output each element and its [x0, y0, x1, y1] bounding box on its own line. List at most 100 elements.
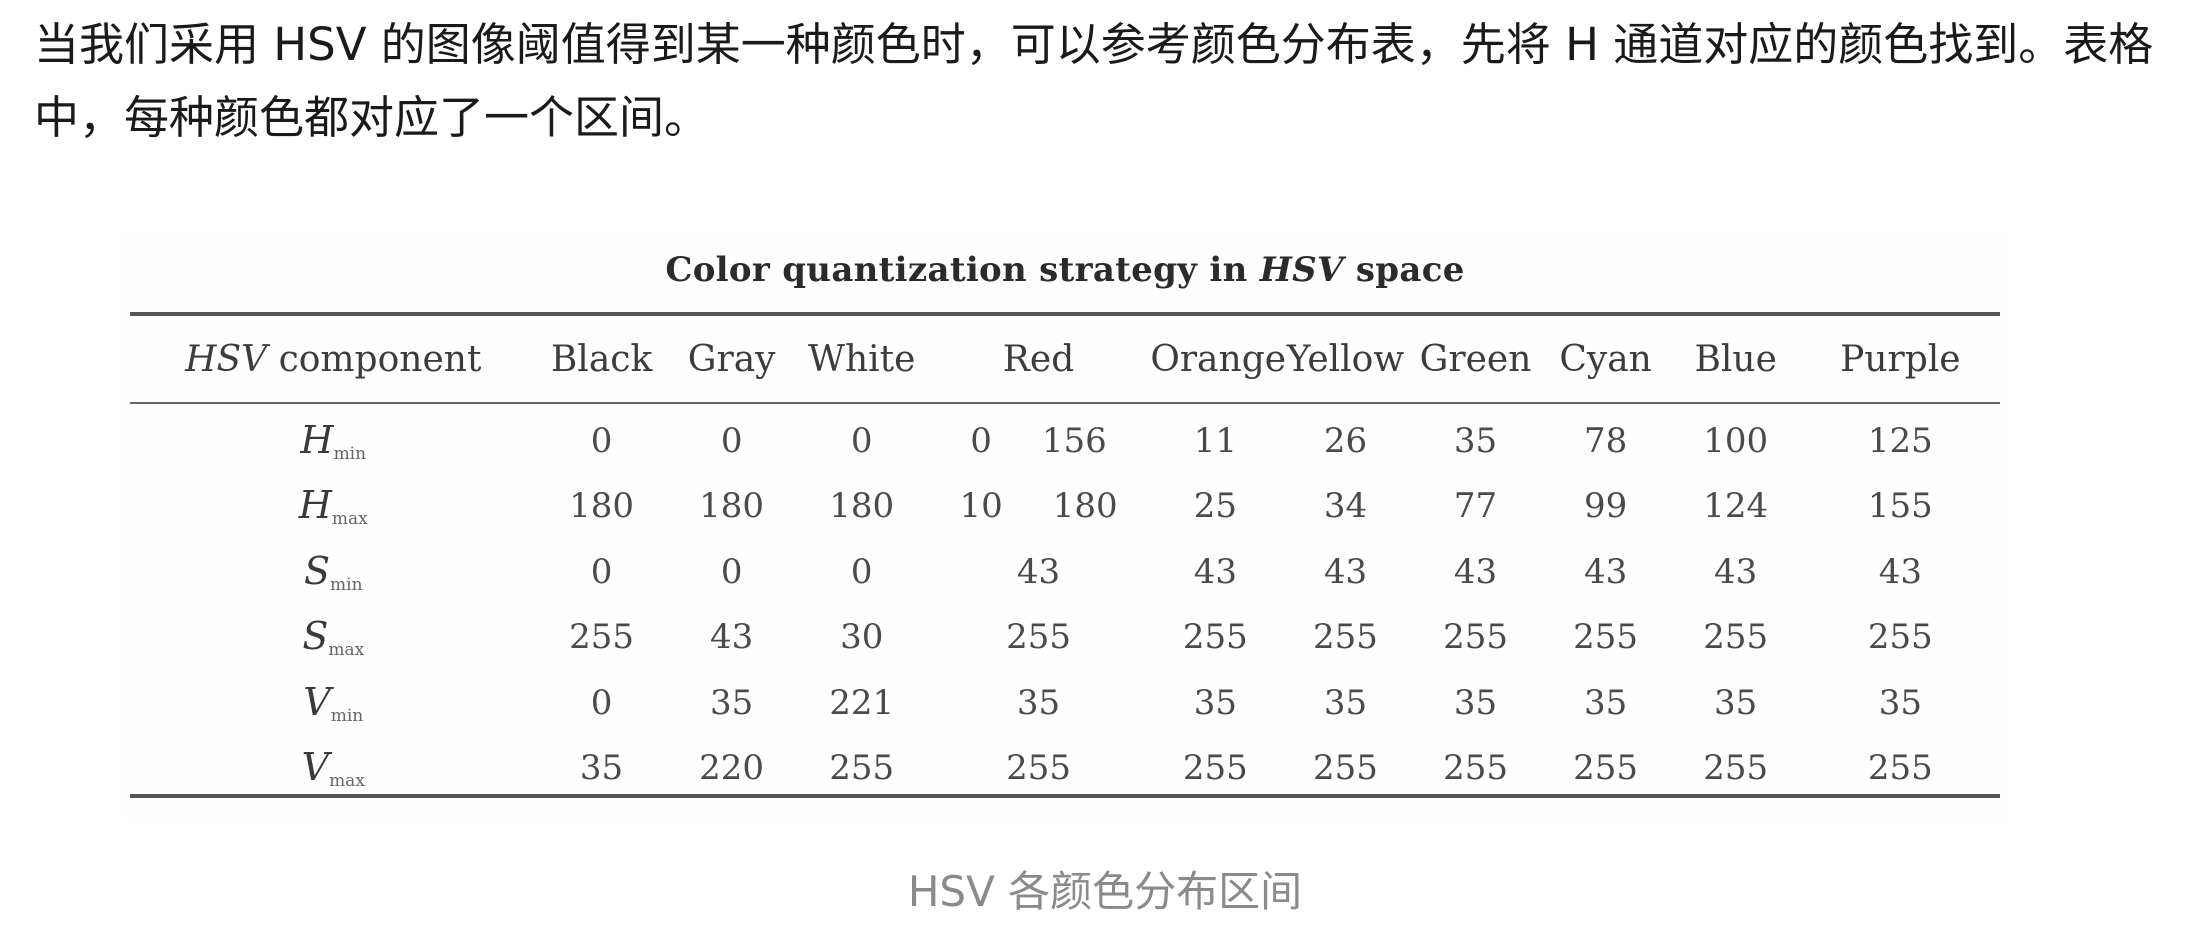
cell-red: 35 — [1016, 682, 1061, 723]
cell-cyan: 255 — [1573, 617, 1639, 658]
cell-green: 35 — [1453, 682, 1498, 723]
cell-green: 255 — [1443, 617, 1508, 658]
table-row: Hmax 180 180 180 10 180 25 34 77 99 124 1… — [130, 474, 2000, 540]
table-header-rule — [130, 402, 2000, 404]
cell-orange: 255 — [1182, 617, 1248, 658]
header-purple: Purple — [1840, 338, 1961, 380]
cell-yellow: 255 — [1312, 617, 1378, 658]
cell-gray: 35 — [710, 682, 754, 723]
cell-purple: 255 — [1867, 617, 1933, 658]
param-subscript: min — [330, 574, 363, 595]
table-title: Color quantization strategy in HSV space — [125, 250, 2005, 290]
cell-yellow: 26 — [1323, 420, 1368, 461]
cell-red-range-b: 156 — [1041, 420, 1107, 461]
row-label: Smin — [130, 539, 537, 605]
table-title-prefix: Color quantization strategy in — [665, 250, 1260, 290]
cell-cyan: 78 — [1583, 420, 1628, 461]
cell-purple: 255 — [1867, 748, 1933, 789]
table-bottom-rule — [130, 794, 2000, 798]
param-subscript: max — [328, 640, 365, 661]
cell-gray: 220 — [699, 748, 765, 789]
cell-orange: 255 — [1182, 748, 1248, 789]
cell-green: 43 — [1453, 551, 1498, 592]
table-title-suffix: space — [1343, 250, 1465, 290]
table-title-emphasis: HSV — [1259, 250, 1344, 290]
table-row: Smax 255 43 30 255 255 255 255 255 255 2… — [130, 605, 2000, 671]
cell-white: 30 — [840, 617, 884, 658]
cell-purple: 43 — [1878, 551, 1922, 592]
cell-black: 35 — [579, 748, 624, 789]
header-green: Green — [1419, 338, 1532, 380]
cell-black: 255 — [569, 617, 634, 658]
row-label: Smax — [130, 605, 537, 671]
param-subscript: max — [329, 771, 365, 792]
param-letter: V — [301, 745, 330, 790]
param-letter: S — [303, 548, 331, 593]
cell-black: 180 — [569, 486, 634, 527]
param-letter: S — [302, 614, 329, 659]
param-letter: H — [298, 483, 332, 528]
table-row: Vmin 0 35 221 35 35 35 35 35 35 35 — [130, 670, 2000, 736]
table-top-rule — [130, 312, 2000, 316]
cell-blue: 124 — [1703, 486, 1769, 527]
cell-cyan: 43 — [1583, 551, 1628, 592]
header-component: HSV component — [130, 316, 537, 402]
cell-green: 35 — [1453, 420, 1498, 461]
cell-red: 255 — [1006, 617, 1071, 658]
param-letter: V — [303, 679, 331, 724]
header-black: Black — [550, 338, 653, 380]
cell-white: 255 — [829, 748, 895, 789]
intro-paragraph: 当我们采用 HSV 的图像阈值得到某一种颜色时，可以参考颜色分布表，先将 H 通… — [34, 18, 2154, 144]
cell-blue: 255 — [1703, 617, 1769, 658]
header-cyan: Cyan — [1559, 338, 1652, 380]
param-letter: H — [300, 417, 334, 462]
cell-yellow: 34 — [1323, 486, 1368, 527]
cell-cyan: 99 — [1583, 486, 1628, 527]
cell-cyan: 255 — [1573, 748, 1639, 789]
cell-orange: 11 — [1193, 420, 1237, 461]
row-label: Vmax — [130, 736, 537, 802]
header-yellow: Yellow — [1286, 338, 1405, 380]
table-header-row: HSV component Black Gray White Red Orang… — [130, 316, 2000, 402]
cell-cyan: 35 — [1583, 682, 1628, 723]
cell-orange: 35 — [1193, 682, 1237, 723]
cell-blue: 35 — [1714, 682, 1758, 723]
cell-black: 0 — [590, 551, 613, 592]
cell-gray: 0 — [720, 551, 743, 592]
cell-red-range-a: 0 — [970, 420, 992, 461]
cell-white: 0 — [850, 551, 873, 592]
cell-green: 255 — [1443, 748, 1508, 789]
cell-red: 43 — [1016, 551, 1061, 592]
cell-blue: 255 — [1703, 748, 1769, 789]
cell-orange: 25 — [1193, 486, 1237, 527]
cell-blue: 100 — [1703, 420, 1769, 461]
header-red: Red — [1002, 338, 1075, 380]
cell-white: 221 — [829, 682, 895, 723]
param-subscript: max — [331, 509, 368, 530]
cell-yellow: 43 — [1323, 551, 1368, 592]
cell-white: 180 — [829, 486, 895, 527]
cell-gray: 180 — [699, 486, 765, 527]
cell-red-range-b: 180 — [1052, 486, 1118, 527]
param-subscript: min — [330, 705, 364, 726]
hsv-table-figure: Color quantization strategy in HSV space… — [125, 232, 2005, 820]
table-row: Smin 0 0 0 43 43 43 43 43 43 43 — [130, 539, 2000, 605]
header-component-rest: component — [267, 338, 482, 380]
cell-purple: 35 — [1878, 682, 1922, 723]
cell-yellow: 255 — [1312, 748, 1378, 789]
cell-purple: 155 — [1867, 486, 1933, 527]
row-label: Hmin — [130, 402, 537, 474]
cell-gray: 43 — [710, 617, 754, 658]
header-white: White — [807, 338, 916, 380]
figure-caption: HSV 各颜色分布区间 — [907, 867, 1303, 916]
cell-red: 10 180 — [927, 474, 1151, 540]
header-gray: Gray — [687, 338, 776, 380]
row-label: Vmin — [130, 670, 537, 736]
cell-green: 77 — [1453, 486, 1498, 527]
cell-purple: 125 — [1867, 420, 1933, 461]
cell-gray: 0 — [720, 420, 743, 461]
cell-black: 0 — [590, 682, 613, 723]
header-orange: Orange — [1150, 338, 1287, 380]
cell-orange: 43 — [1193, 551, 1237, 592]
cell-black: 0 — [590, 420, 613, 461]
